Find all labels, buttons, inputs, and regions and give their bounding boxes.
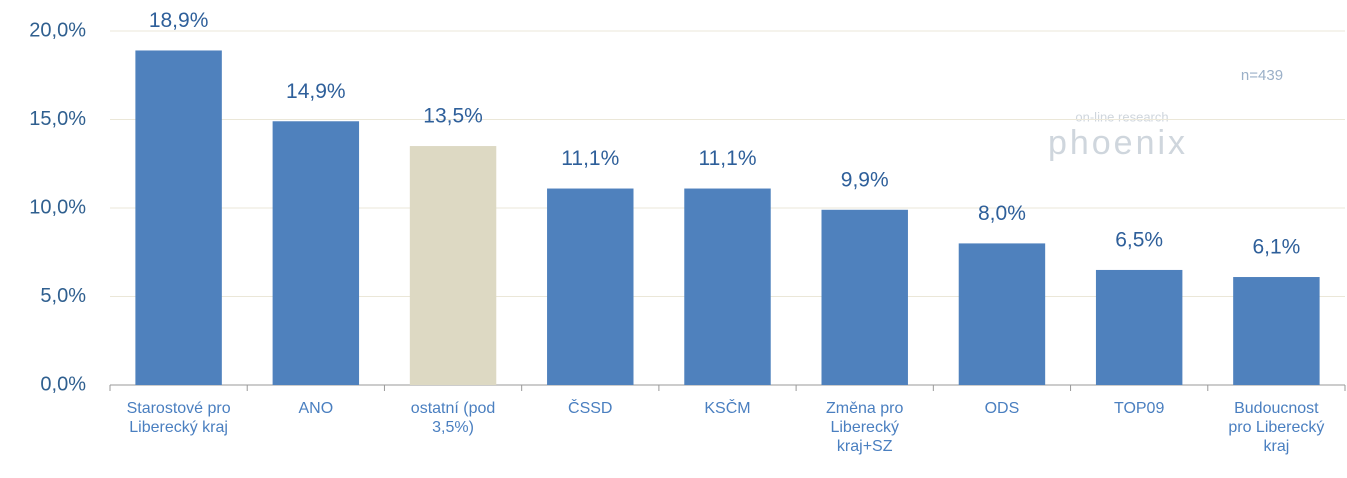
x-tick-label: TOP09	[1113, 400, 1165, 417]
watermark-name: phoenix	[1048, 124, 1188, 162]
x-tick-label-box: ostatní (pod 3,5%)	[410, 400, 496, 436]
value-label: 14,9%	[286, 80, 346, 103]
x-tick-label-box: KSČM	[704, 400, 751, 417]
x-tick-label-box: Změna pro Liberecký kraj+SZ	[826, 400, 904, 455]
value-label: 18,9%	[149, 9, 209, 32]
x-tick-label: Změna pro Liberecký kraj+SZ	[826, 400, 904, 455]
x-tick-label-box: TOP09	[1113, 400, 1165, 417]
value-label: 11,1%	[699, 147, 757, 170]
bar	[1233, 277, 1320, 385]
value-label: 13,5%	[423, 105, 483, 128]
x-tick-label: ostatní (pod 3,5%)	[410, 400, 496, 436]
y-tick-label: 15,0%	[29, 108, 86, 130]
x-tick-label: Starostové pro Liberecký kraj	[126, 400, 231, 436]
bar	[409, 146, 497, 385]
x-tick-label-box: Starostové pro Liberecký kraj	[126, 400, 231, 436]
x-tick-label-box: Budoucnost pro Liberecký kraj	[1228, 400, 1325, 455]
bar	[272, 121, 360, 386]
bar	[684, 188, 771, 385]
x-tick-label: Budoucnost pro Liberecký kraj	[1228, 400, 1325, 455]
y-tick-label: 5,0%	[40, 285, 86, 307]
value-label: 8,0%	[978, 202, 1026, 225]
annotation: n=439	[1241, 67, 1283, 84]
bar	[135, 50, 222, 385]
x-tick-label: ODS	[984, 400, 1020, 417]
y-tick-label: 0,0%	[40, 373, 86, 395]
bar	[1095, 269, 1183, 385]
watermark-tagline: on-line research	[1075, 109, 1168, 124]
bar	[547, 188, 634, 385]
value-label: 11,1%	[561, 147, 619, 170]
bar	[821, 209, 908, 385]
y-tick-label: 20,0%	[29, 19, 86, 41]
value-label: 6,1%	[1252, 236, 1300, 259]
value-label: 6,5%	[1115, 228, 1163, 251]
value-label: 9,9%	[841, 168, 889, 191]
x-tick-label: ANO	[298, 400, 334, 417]
x-tick-label-box: ODS	[984, 400, 1020, 417]
x-tick-label-box: ANO	[298, 400, 334, 417]
y-tick-label: 10,0%	[29, 196, 86, 218]
bar	[958, 243, 1046, 385]
x-tick-label: ČSSD	[568, 400, 613, 417]
x-tick-label-box: ČSSD	[568, 400, 613, 417]
x-tick-label: KSČM	[704, 400, 751, 417]
